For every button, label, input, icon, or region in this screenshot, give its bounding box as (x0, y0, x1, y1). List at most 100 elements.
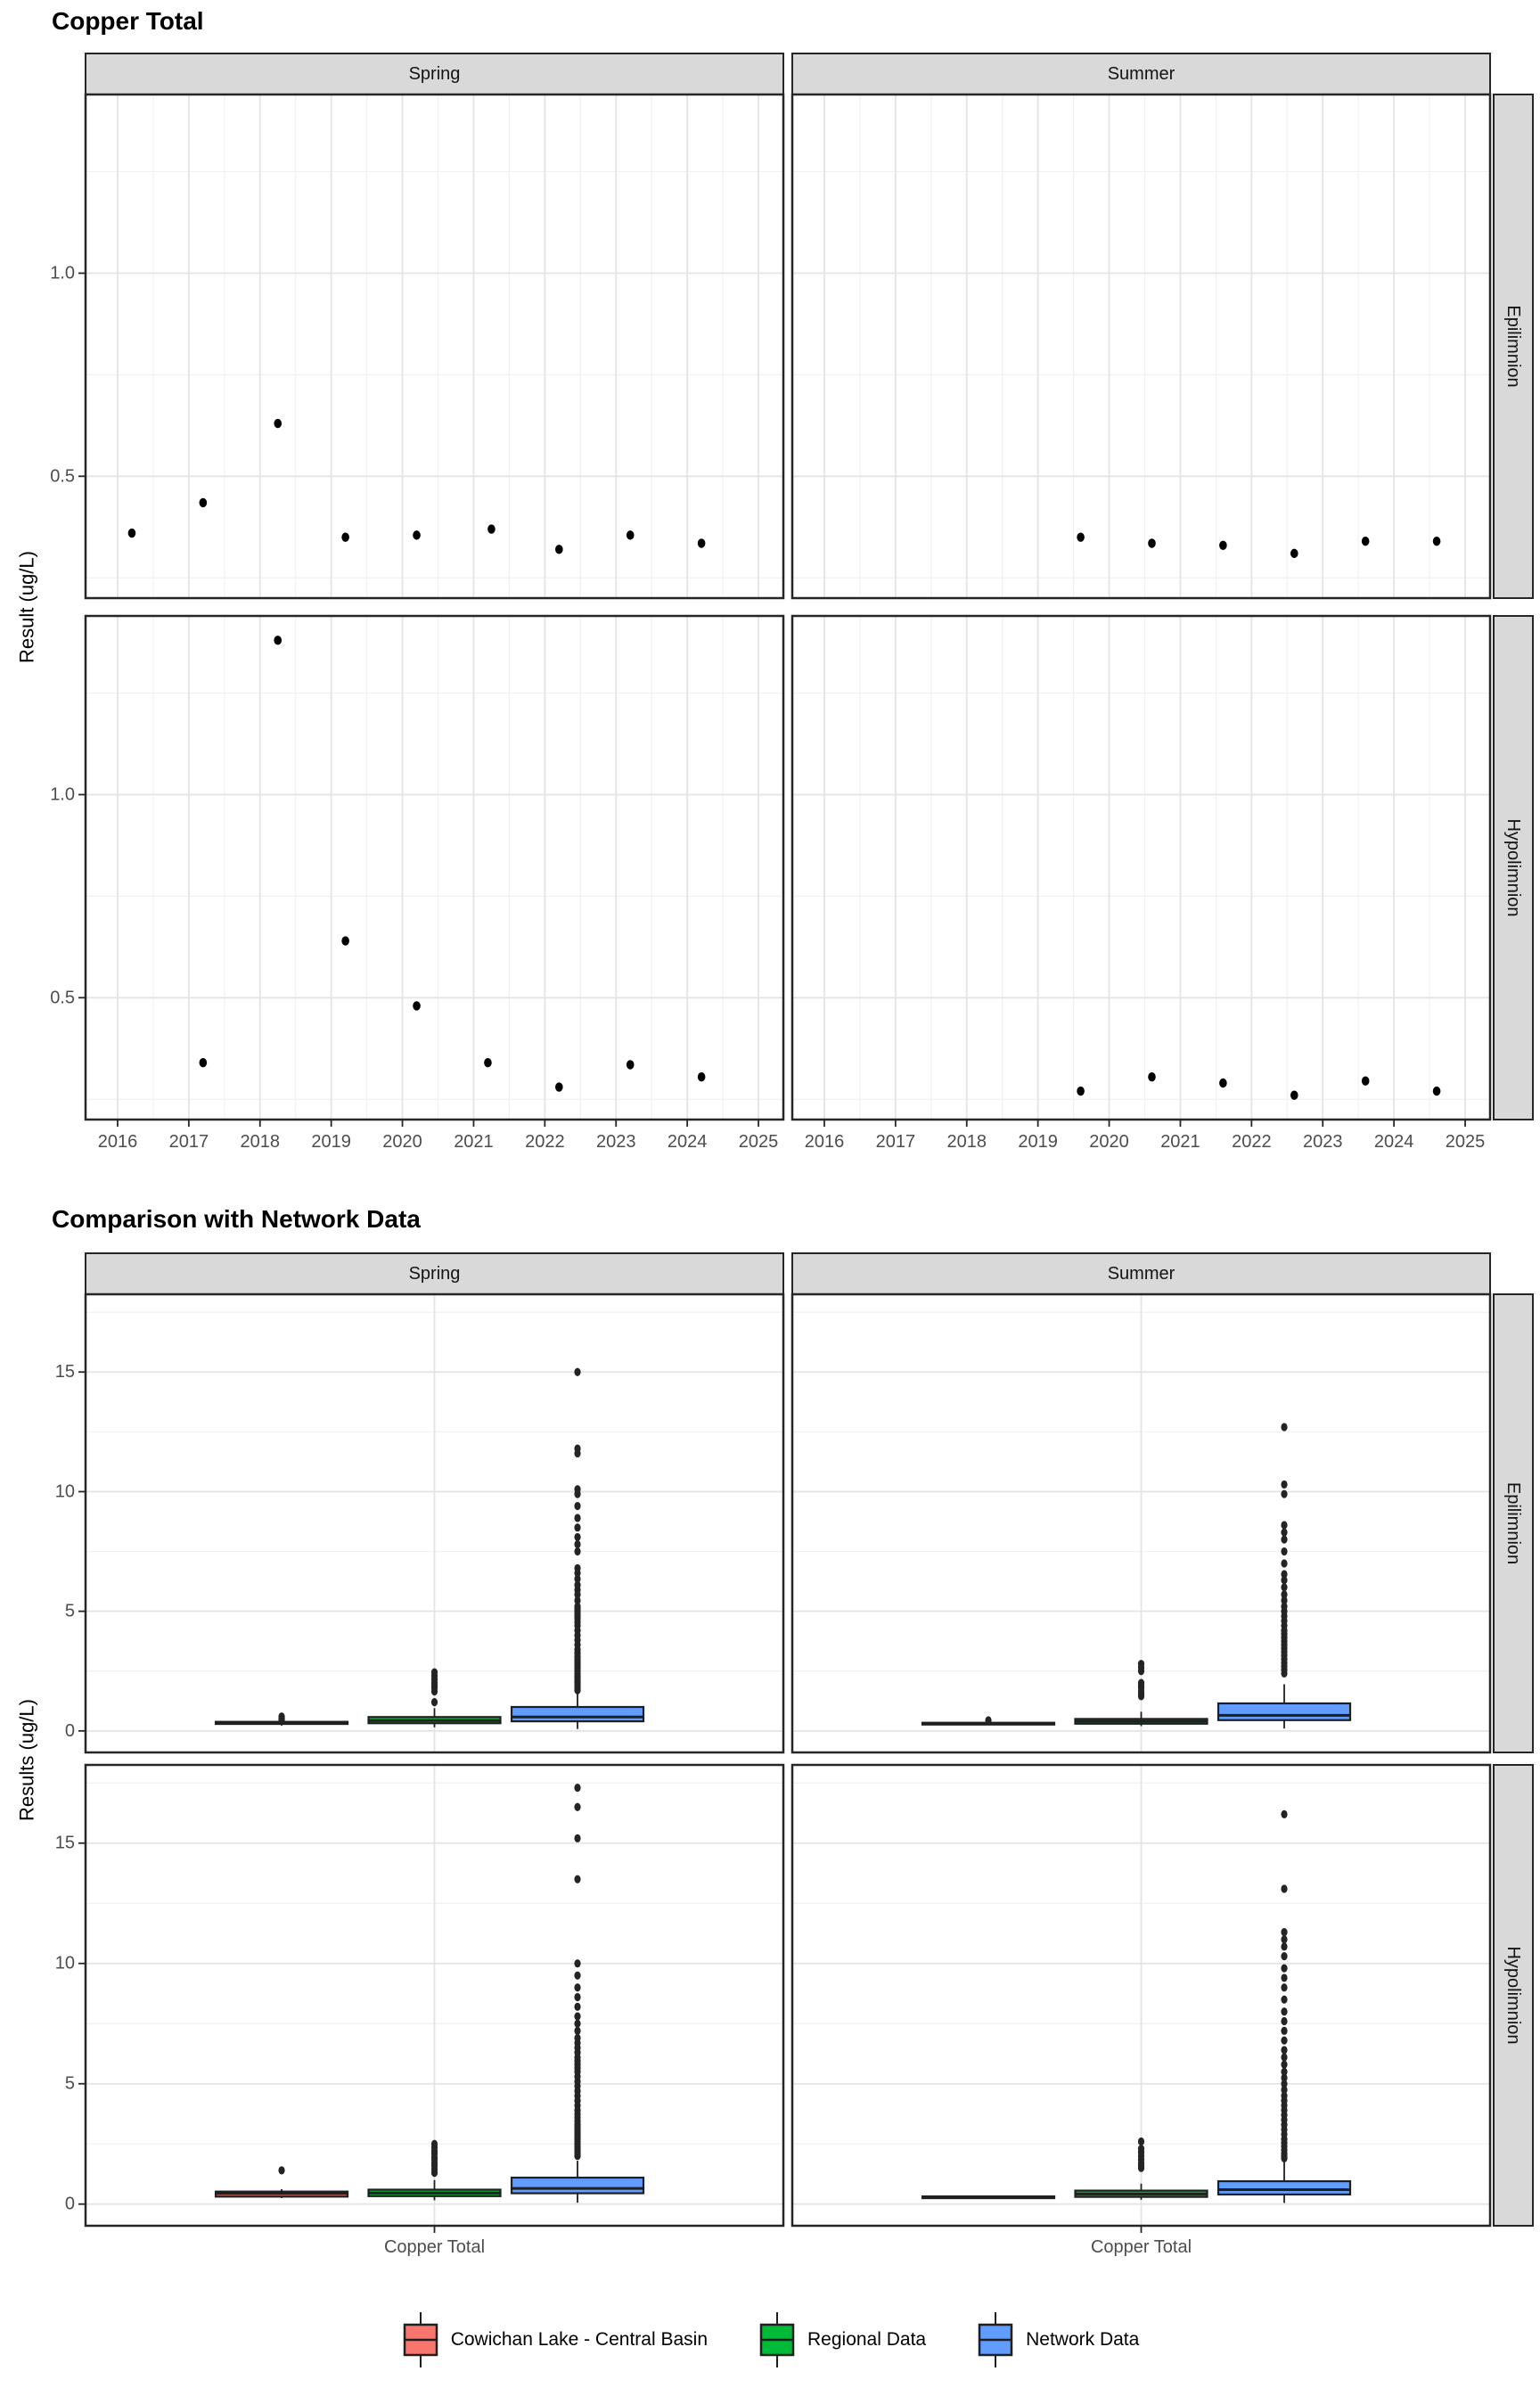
panel-spring-epilimnion (84, 93, 785, 600)
legend-boxplot-key-icon (978, 2312, 1013, 2367)
panel-spring-epilimnion (84, 1292, 785, 1754)
outlier-point (985, 1716, 992, 1725)
outlier-point (574, 1580, 581, 1589)
x-axis: 2016 2017 2018 2019 2020 2021 2022 2023 2024 2025… (98, 1120, 1485, 1152)
x-axis-tick-label: 2020 (382, 1132, 422, 1152)
facet-strip-summer: Summer (791, 1252, 1491, 1295)
outlier-point (1281, 1596, 1288, 1605)
data-point (1290, 1090, 1298, 1100)
data-point (1432, 537, 1441, 546)
x-axis-tick-label: 2025 (739, 1132, 779, 1152)
outlier-point (1281, 1809, 1288, 1818)
data-point (1432, 1086, 1441, 1096)
facet-strip-label: Summer (1108, 64, 1175, 84)
x-axis-tick-label: 2020 (1089, 1132, 1129, 1152)
x-axis-tick-label: 2016 (98, 1132, 138, 1152)
outlier-point (1281, 2060, 1288, 2069)
outlier-point (574, 1971, 581, 1980)
x-axis: Copper Total Copper Total (384, 2226, 1192, 2257)
x-axis-tick-label: 2017 (169, 1132, 209, 1152)
x-axis-tick-label: 2018 (947, 1132, 987, 1152)
outlier-point (574, 1563, 581, 1572)
facet-strip-label: Summer (1108, 1264, 1175, 1284)
facet-strip-label: Spring (409, 64, 461, 84)
panel-spring-hypolimnion (84, 614, 785, 1121)
outlier-point (1281, 1602, 1288, 1611)
facet-strip-epilimnion: Epilimnion (1493, 1293, 1534, 1753)
boxplot-regional (367, 2139, 502, 2201)
facet-strip-spring: Spring (85, 1252, 784, 1295)
data-point (1290, 548, 1298, 559)
x-axis-category-label: Copper Total (384, 2237, 485, 2257)
outlier-point (1281, 1576, 1288, 1585)
outlier-point (1281, 1935, 1288, 1944)
outlier-point (1281, 2026, 1288, 2035)
x-axis-category-label: Copper Total (1091, 2237, 1192, 2257)
outlier-point (430, 1698, 438, 1707)
outlier-point (574, 1444, 581, 1453)
legend-label: Network Data (1026, 2329, 1140, 2350)
outlier-point (574, 1539, 581, 1549)
outlier-point (574, 1992, 581, 2002)
facet-strip-label: Epilimnion (1503, 305, 1523, 387)
outlier-point (430, 2139, 438, 2148)
outlier-point (1281, 1570, 1288, 1579)
outlier-point (574, 1523, 581, 1532)
scatter-chart-title: Copper Total (52, 7, 204, 35)
boxplot-cowichan (214, 1712, 349, 1726)
y-axis: 0 5 10 15 0 5 10 15 (55, 1362, 86, 2214)
x-axis-tick-label: 2019 (1018, 1132, 1058, 1152)
facet-strip-label: Hypolimnion (1503, 818, 1523, 916)
facet-strip-hypolimnion: Hypolimnion (1493, 615, 1534, 1120)
facet-strip-spring: Spring (85, 53, 784, 95)
legend-item-regional: Regional Data (758, 2310, 926, 2369)
boxplot-cowichan (214, 2166, 349, 2198)
network-comparison-plot-svg: Spring Summer Epilimnion Hypolimnion Copper … (16, 1252, 1534, 2257)
panel-summer-hypolimnion (790, 1763, 1492, 2228)
facet-strip-label: Epilimnion (1503, 1482, 1523, 1564)
x-axis-tick-label: 2022 (1232, 1132, 1272, 1152)
legend-item-network: Network Data (976, 2310, 1139, 2369)
copper-total-plot-svg: Spring Summer Epilimnion Hypolimnion 2016 201… (16, 53, 1534, 1152)
panel-spring-hypolimnion (84, 1763, 785, 2228)
box-iqr (510, 2176, 645, 2195)
outlier-point (1281, 2046, 1288, 2055)
panel-summer-epilimnion (790, 1292, 1492, 1754)
data-point (1219, 540, 1227, 550)
outlier-point (1281, 2053, 1288, 2062)
y-axis-tick-label: 0.5 (50, 466, 75, 486)
outlier-point (574, 2012, 581, 2021)
facet-strip-epilimnion: Epilimnion (1493, 94, 1534, 599)
x-axis-tick-label: 2024 (1374, 1132, 1414, 1152)
data-point (626, 1060, 635, 1070)
boxplot-regional (1074, 1660, 1208, 1727)
y-axis-title: Result (ug/L) (16, 551, 38, 663)
outlier-point (574, 2026, 581, 2035)
boxplot-network (1216, 1809, 1352, 2203)
data-point (626, 530, 635, 540)
outlier-point (1281, 1423, 1288, 1432)
outlier-point (1281, 2085, 1288, 2095)
data-point (341, 936, 349, 946)
data-point (555, 1082, 563, 1092)
legend-label: Regional Data (807, 2329, 927, 2350)
legend-boxplot-key-icon (759, 2312, 795, 2367)
data-point (274, 418, 283, 429)
boxplot-network (510, 1784, 645, 2203)
outlier-point (1281, 1995, 1288, 2004)
boxplot-network (1216, 1423, 1352, 1729)
data-point (697, 1071, 706, 1082)
outlier-point (574, 1959, 581, 1968)
legend-label: Cowichan Lake - Central Basin (450, 2329, 708, 2350)
outlier-point (1281, 2007, 1288, 2016)
y-axis-tick-label: 0 (65, 2195, 75, 2214)
legend-boxplot-key-icon (403, 2312, 438, 2367)
outlier-point (574, 1875, 581, 1883)
data-point (274, 636, 283, 645)
data-point (697, 538, 706, 548)
outlier-point (1281, 1952, 1288, 1961)
data-point (487, 524, 496, 534)
x-axis-tick-label: 2021 (454, 1132, 494, 1152)
y-axis-title: Results (ug/L) (16, 1699, 38, 1821)
